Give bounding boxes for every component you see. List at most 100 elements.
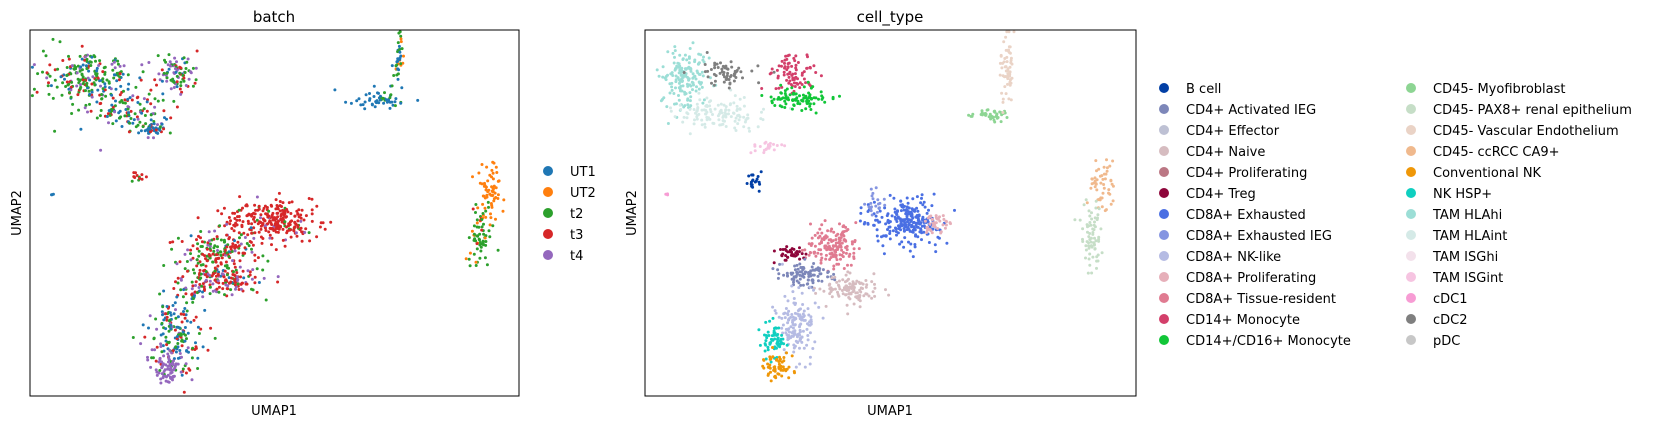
point-0-11-60 [250,287,253,291]
point-0-14-54 [173,364,177,368]
point-1-19-67 [774,311,778,315]
point-0-0-101 [80,57,84,61]
point-1-15-74 [831,247,835,251]
point-1-15-101 [824,257,828,261]
point-0-0-198 [101,87,105,91]
point-0-10-141 [218,224,222,228]
point-1-21-32 [771,346,774,349]
point-0-11-118 [199,276,203,280]
point-0-9-207 [302,218,306,222]
point-1-18-77 [873,286,877,290]
batch-ylabel: UMAP2 [10,190,25,236]
point-1-18-0 [873,294,877,298]
legend-label-0-3: t3 [570,228,583,243]
point-0-1-17 [162,109,166,113]
point-0-9-16 [304,227,308,231]
point-0-1-88 [149,113,153,117]
point-1-20-12 [785,343,789,347]
point-0-10-45 [237,251,241,255]
point-0-9-247 [228,222,232,226]
point-0-14-16 [160,372,164,376]
point-1-0-88 [687,61,691,65]
point-0-8-63 [491,224,495,228]
point-1-18-10 [833,287,837,291]
point-1-0-142 [681,75,685,79]
point-1-21-47 [773,365,777,369]
point-0-11-121 [239,287,243,291]
point-0-13-136 [194,341,197,345]
point-1-2-57 [725,67,729,71]
point-0-3-78 [165,76,169,80]
point-1-11-32 [1073,218,1077,222]
point-0-13-134 [183,339,187,343]
point-0-9-178 [271,218,275,222]
point-0-10-50 [208,244,212,248]
point-0-6-16 [397,31,401,35]
point-1-1-36 [762,107,765,111]
point-0-13-151 [175,335,179,338]
point-1-18-19 [818,287,822,291]
point-0-8-30 [496,248,500,252]
point-1-12-237 [921,218,925,222]
point-1-6-8 [756,175,760,178]
point-0-5-15 [394,97,398,101]
point-0-0-187 [118,75,122,79]
point-0-9-52 [254,208,257,212]
point-1-21-1 [781,365,785,369]
point-0-11-4 [233,249,237,253]
point-1-20-3 [766,345,770,349]
point-1-10-40 [1094,182,1098,186]
point-0-8-19 [488,223,492,227]
point-0-7-56 [481,194,485,198]
point-0-0-199 [81,63,85,67]
point-0-9-210 [257,207,261,211]
point-1-21-36 [780,374,784,378]
point-1-19-129 [785,333,789,337]
point-1-3-41 [790,64,794,68]
celltype-xlabel: UMAP1 [867,404,913,419]
celltype-title: cell_type [857,8,924,27]
point-1-11-34 [1093,220,1096,224]
point-1-0-110 [689,84,693,88]
point-0-9-115 [257,204,261,208]
point-0-9-214 [288,220,292,224]
point-1-17-79 [832,272,836,276]
point-1-1-10 [698,98,702,102]
point-1-18-95 [848,271,852,275]
point-1-17-81 [809,269,813,273]
point-0-9-62 [238,195,242,199]
point-1-20-18 [773,337,777,341]
point-1-1-31 [748,129,751,133]
point-0-0-136 [101,77,105,81]
point-1-15-37 [820,223,824,227]
point-1-1-45 [693,118,696,122]
point-1-8-5 [987,115,991,119]
point-1-10-28 [1103,177,1107,181]
point-0-11-87 [213,269,217,273]
point-1-17-0 [820,279,824,283]
point-1-0-159 [693,74,697,78]
point-0-3-89 [175,80,179,84]
point-1-18-54 [858,282,862,285]
point-0-9-219 [261,237,265,240]
point-0-9-70 [310,197,314,201]
point-1-20-32 [758,343,762,347]
point-1-1-5 [703,122,707,126]
point-1-16-36 [786,250,790,254]
point-0-1-35 [123,114,127,118]
point-0-10-160 [227,237,231,241]
point-0-9-239 [265,213,269,217]
point-0-8-23 [484,215,488,219]
point-0-0-129 [118,72,122,76]
legend-label-1-19: TAM HLAhi [1432,208,1502,223]
point-0-2-9 [137,131,141,135]
point-0-10-165 [189,234,193,238]
point-1-0-41 [678,53,682,57]
point-0-8-33 [475,234,479,238]
point-1-21-49 [793,371,796,375]
point-0-5-40 [368,97,372,101]
point-1-8-20 [991,116,995,120]
point-1-15-70 [834,238,838,242]
point-0-0-172 [115,79,119,83]
point-0-5-29 [416,98,420,102]
